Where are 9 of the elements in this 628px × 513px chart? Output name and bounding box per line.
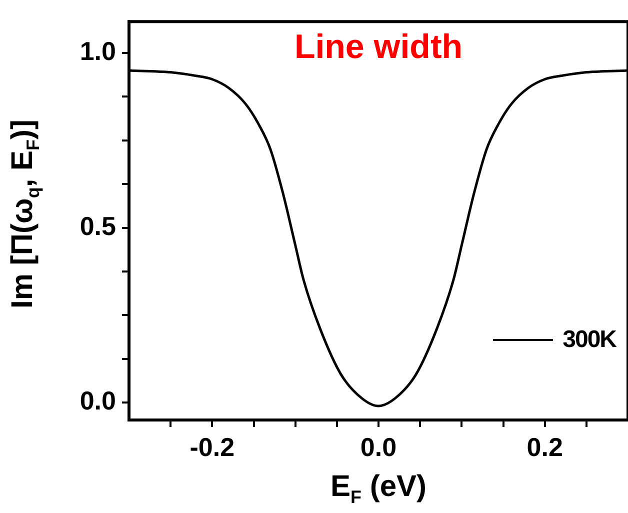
- x-tick-label: 0.2: [526, 432, 563, 462]
- y-tick-label: 0.0: [80, 386, 116, 416]
- legend-label: 300K: [562, 326, 616, 354]
- x-tick-label: -0.2: [190, 432, 235, 462]
- annotation: Line width: [293, 28, 464, 67]
- x-tick-label: 0.0: [360, 432, 397, 462]
- y-tick-label: 1.0: [80, 36, 116, 66]
- x-axis-title: E$_{F}$ (eV): [329, 470, 428, 508]
- y-tick-label: 0.5: [80, 210, 116, 241]
